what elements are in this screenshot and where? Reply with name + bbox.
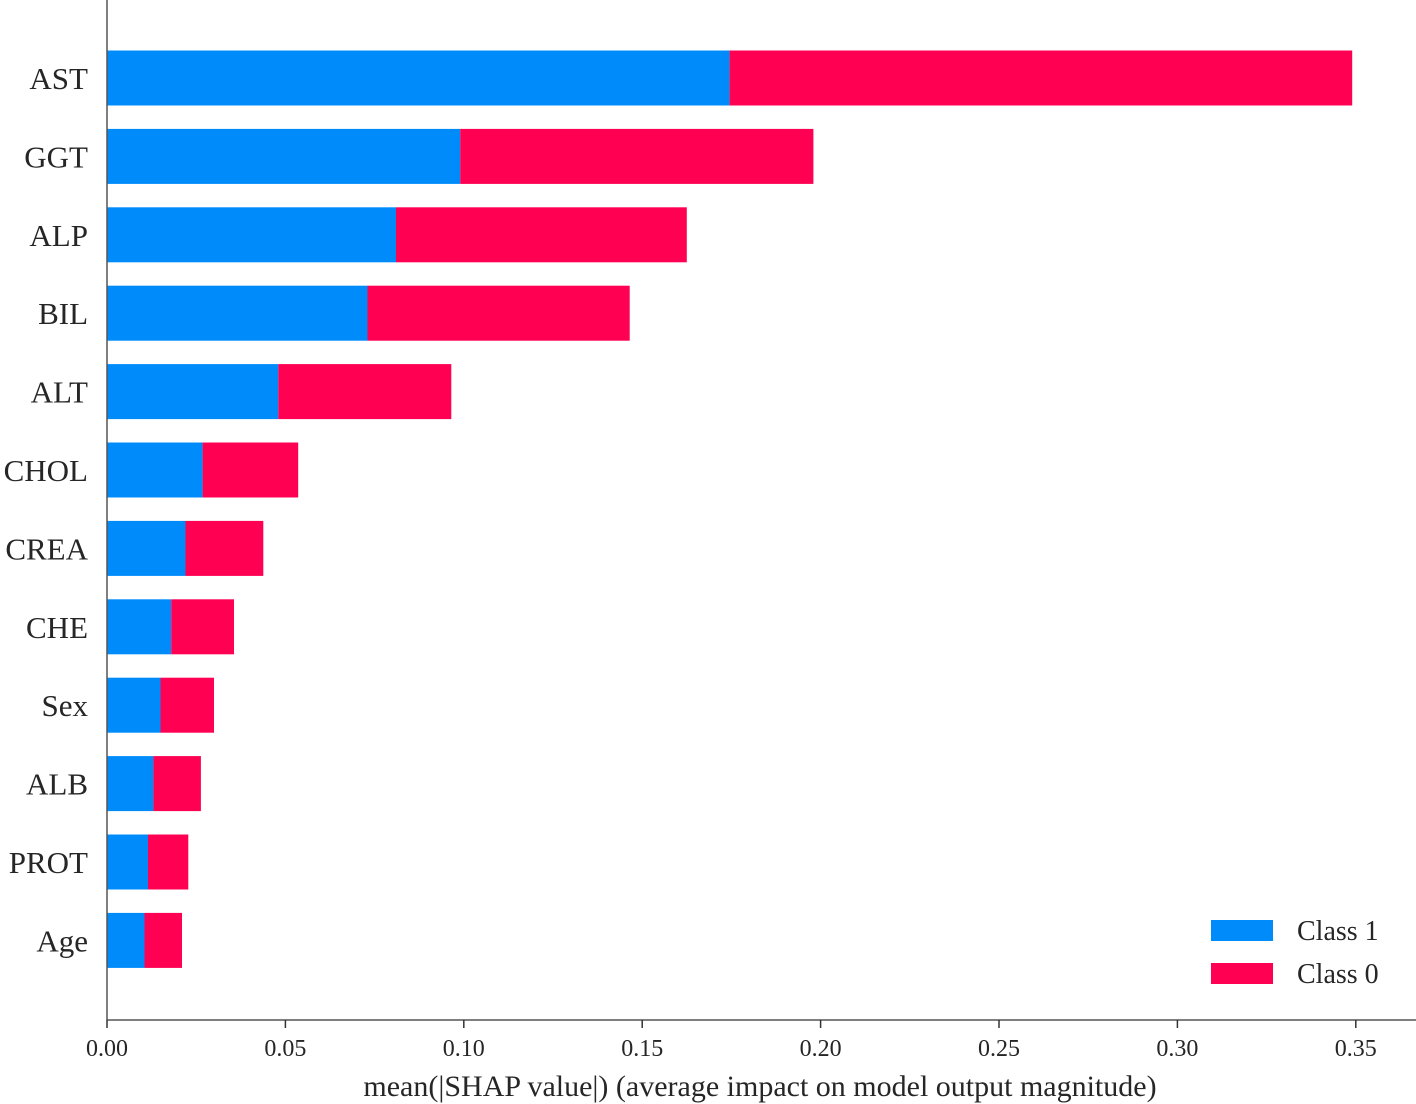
y-tick-label-chol: CHOL (4, 453, 88, 488)
y-tick-label-che: CHE (26, 610, 88, 645)
y-tick-label-crea: CREA (5, 531, 88, 566)
legend-swatch-class-1 (1211, 920, 1273, 941)
legend-label-class-0: Class 0 (1297, 959, 1379, 990)
bar-ggt-class-1 (107, 128, 461, 184)
y-tick-label-ast: AST (29, 61, 88, 96)
bar-crea-class-1 (107, 520, 186, 576)
y-tick-label-alp: ALP (29, 218, 88, 253)
y-tick-label-age: Age (36, 923, 88, 958)
bar-alt-class-0 (278, 364, 452, 420)
y-tick-label-ggt: GGT (24, 139, 88, 174)
bar-che-class-0 (171, 599, 234, 655)
x-tick-label: 0.15 (621, 1036, 663, 1062)
x-tick-label: 0.25 (978, 1036, 1020, 1062)
legend-swatch-class-0 (1211, 963, 1273, 984)
bar-sex-class-1 (107, 677, 161, 733)
bar-ast-class-0 (729, 50, 1353, 106)
bar-age-class-0 (144, 912, 182, 968)
bars-group (107, 50, 1353, 968)
bar-chol-class-0 (202, 442, 299, 498)
x-tick-label: 0.35 (1335, 1036, 1377, 1062)
bar-age-class-1 (107, 912, 145, 968)
x-tick-label: 0.10 (443, 1036, 485, 1062)
y-tick-label-sex: Sex (42, 688, 89, 723)
x-ticks: 0.00 0.05 0.10 0.15 0.20 0.25 0.30 0.35 (86, 1020, 1377, 1062)
bar-prot-class-0 (148, 834, 189, 890)
y-tick-label-prot: PROT (9, 845, 88, 880)
bar-alb-class-0 (153, 756, 201, 812)
x-tick-label: 0.20 (800, 1036, 842, 1062)
y-tick-labels: AST GGT ALP BIL ALT CHOL CREA CHE Sex ALB PROT Age (4, 61, 89, 958)
x-tick-label: 0.05 (264, 1036, 306, 1062)
y-tick-label-alt: ALT (31, 375, 88, 410)
bar-alp-class-0 (396, 207, 687, 263)
bar-bil-class-0 (367, 285, 630, 341)
bar-alt-class-1 (107, 364, 279, 420)
bar-bil-class-1 (107, 285, 368, 341)
bar-ggt-class-0 (460, 128, 814, 184)
bar-alb-class-1 (107, 756, 154, 812)
bar-che-class-1 (107, 599, 172, 655)
legend-label-class-1: Class 1 (1297, 916, 1379, 947)
x-tick-label: 0.30 (1156, 1036, 1198, 1062)
bar-ast-class-1 (107, 50, 730, 106)
legend: Class 1 Class 0 (1211, 916, 1379, 990)
bar-alp-class-1 (107, 207, 396, 263)
y-tick-label-alb: ALB (26, 767, 88, 802)
x-axis-label: mean(|SHAP value|) (average impact on mo… (363, 1070, 1156, 1103)
bar-crea-class-0 (185, 520, 264, 576)
bar-chol-class-1 (107, 442, 203, 498)
x-tick-label: 0.00 (86, 1036, 128, 1062)
y-tick-label-bil: BIL (38, 296, 88, 331)
bar-sex-class-0 (160, 677, 214, 733)
bar-prot-class-1 (107, 834, 148, 890)
